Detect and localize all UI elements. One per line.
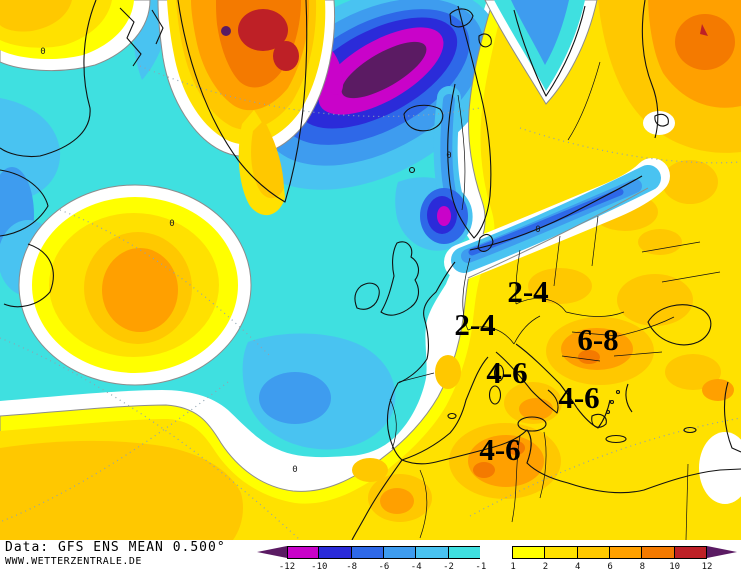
anomaly-label: 4-6 [479, 432, 520, 467]
website-label: WWW.WETTERZENTRALE.DE [5, 556, 142, 567]
colorbar-segment [415, 546, 449, 559]
warm-region [0, 0, 741, 540]
colorbar-segment [512, 546, 546, 559]
south-norway-cold-spot [420, 188, 468, 244]
colorbar-segment [576, 546, 611, 559]
white-sea-cold-wedge [484, 0, 598, 105]
zero-contour-label: 0 [292, 465, 297, 475]
colorbar-segment [609, 546, 643, 559]
zero-contour-label: 0 [446, 151, 451, 161]
data-source-label: Data: GFS ENS MEAN 0.500° [5, 540, 226, 555]
colorbar-segment [479, 546, 514, 559]
colorbar-segment [641, 546, 675, 559]
weather-map: 0 0 0 0 0 2-4 2-4 6-8 4-6 4-6 4-6 [0, 0, 741, 540]
greenland-warm-anomaly [157, 0, 335, 216]
zero-contour-labels: 0 0 0 0 0 [40, 47, 540, 475]
colorbar-segment [318, 546, 352, 559]
newfoundland-warm-anomaly [18, 184, 252, 386]
colorbar: -12 -10 -8 -6 -4 -2 -1 1 2 4 6 8 10 12 [257, 546, 737, 572]
anomaly-label: 4-6 [558, 380, 599, 415]
colorbar-tick-label: 12 [701, 562, 713, 572]
zero-contour-label: 0 [40, 47, 45, 57]
colorbar-segment [287, 546, 320, 559]
colorbar-segment [673, 546, 707, 559]
anomaly-label: 6-8 [577, 322, 618, 357]
colorbar-segment [350, 546, 384, 559]
colorbar-tick-label: 4 [575, 562, 581, 572]
zero-contour-label: 0 [169, 219, 174, 229]
colorbar-tick-label: 2 [542, 562, 549, 572]
colorbar-left-arrow [257, 546, 287, 558]
zero-contour-label: 0 [535, 225, 540, 235]
colorbar-tick-label: 8 [639, 562, 646, 572]
colorbar-tick-label: 6 [607, 562, 613, 572]
colorbar-tick-label: -8 [346, 562, 358, 572]
top-left-warm-anomaly [0, 0, 151, 72]
colorbar-tick-label: 10 [669, 562, 681, 572]
footer-bar: Data: GFS ENS MEAN 0.500° WWW.WETTERZENT… [0, 540, 741, 576]
anomaly-label: 2-4 [454, 307, 495, 342]
colorbar-tick-label: -6 [378, 562, 390, 572]
colorbar-tick-label: 1 [510, 562, 516, 572]
colorbar-tick-label: -4 [410, 562, 422, 572]
country-borders [389, 61, 721, 540]
colorbar-segment [447, 546, 481, 559]
colorbar-tick-label: -1 [475, 562, 487, 572]
colorbar-right-arrow [707, 546, 737, 558]
colorbar-tick-label: -2 [443, 562, 454, 572]
graticule [0, 65, 741, 540]
colorbar-tick-label: -12 [278, 562, 296, 572]
colorbar-tick-label: -10 [311, 562, 328, 572]
colorbar-segment [382, 546, 417, 559]
coastlines [0, 0, 741, 540]
anomaly-labels: 2-4 2-4 6-8 4-6 4-6 4-6 [454, 274, 618, 467]
colorbar-segment [544, 546, 578, 559]
anomaly-label: 4-6 [486, 355, 527, 390]
anomaly-label: 2-4 [507, 274, 548, 309]
